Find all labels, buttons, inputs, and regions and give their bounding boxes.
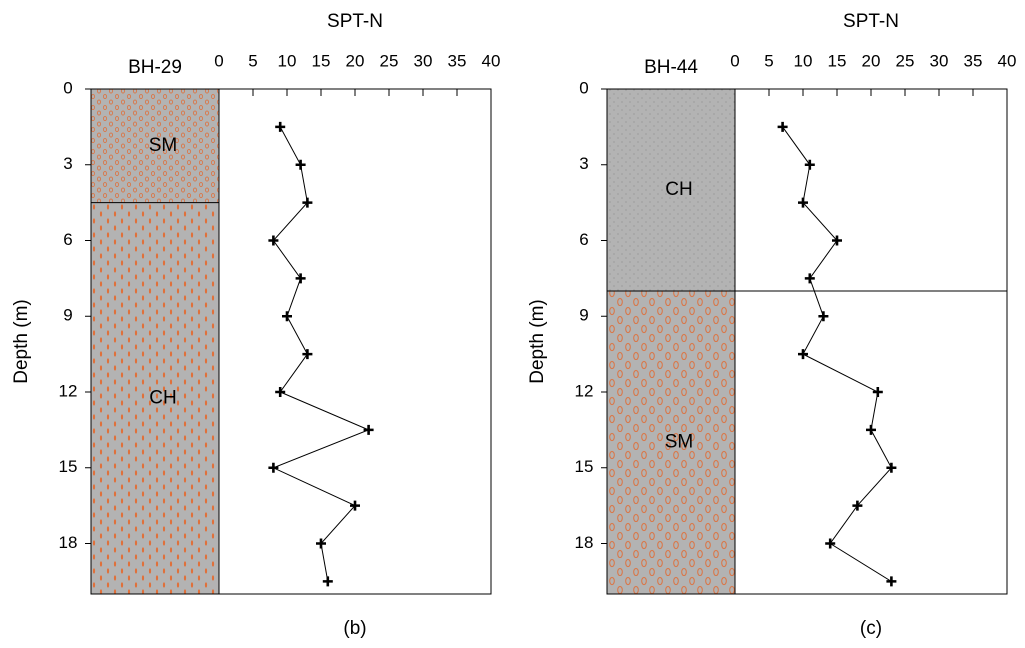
x-tick-label: 0 [214, 51, 223, 70]
x-tick-label: 35 [964, 51, 983, 70]
spt-marker [275, 121, 286, 132]
spt-marker [777, 121, 788, 132]
spt-marker [818, 311, 829, 322]
y-tick-label: 3 [579, 154, 588, 173]
layer-label: SM [149, 135, 178, 156]
x-tick-label: 20 [346, 51, 365, 70]
y-axis-title: Depth (m) [527, 299, 548, 383]
y-tick-label: 18 [575, 533, 594, 552]
x-tick-label: 20 [862, 51, 881, 70]
spt-marker [268, 462, 279, 473]
spt-marker [852, 500, 863, 511]
x-tick-label: 10 [278, 51, 297, 70]
spt-marker [804, 273, 815, 284]
spt-marker [282, 311, 292, 322]
spt-marker [295, 159, 306, 170]
y-tick-label: 15 [59, 457, 78, 476]
spt-marker [798, 349, 808, 360]
spt-marker [804, 159, 815, 170]
x-tick-label: 25 [896, 51, 915, 70]
y-tick-label: 3 [63, 154, 72, 173]
plot-frame [90, 88, 492, 595]
axis-title: SPT-N [843, 11, 899, 32]
borehole-name: BH-29 [128, 57, 182, 78]
y-tick-label: 15 [575, 457, 594, 476]
layer-label: CH [665, 179, 692, 200]
caption: (b) [343, 618, 366, 639]
x-tick-label: 40 [998, 51, 1017, 70]
spt-marker [350, 500, 360, 511]
soil-layer [607, 89, 735, 291]
x-tick-label: 15 [312, 51, 331, 70]
plot-frame [606, 88, 1008, 595]
spt-marker [825, 538, 836, 549]
x-tick-label: 30 [414, 51, 433, 70]
spt-marker [295, 273, 306, 284]
x-tick-label: 35 [448, 51, 467, 70]
x-tick-label: 10 [794, 51, 813, 70]
layer-label: CH [149, 387, 176, 408]
soil-layer [607, 291, 735, 594]
axis-title: SPT-N [327, 11, 383, 32]
y-tick-label: 6 [579, 230, 588, 249]
borehole-name: BH-44 [644, 57, 698, 78]
spt-marker [798, 197, 808, 208]
x-tick-label: 0 [730, 51, 739, 70]
y-tick-label: 0 [579, 78, 588, 97]
y-tick-label: 9 [579, 306, 588, 325]
y-tick-label: 6 [63, 230, 72, 249]
spt-marker [322, 576, 333, 587]
y-tick-label: 12 [575, 381, 594, 400]
spt-marker [363, 424, 374, 435]
caption: (c) [860, 618, 882, 639]
x-tick-label: 5 [764, 51, 773, 70]
x-tick-label: 40 [482, 51, 501, 70]
spt-marker [872, 387, 883, 397]
spt-marker [302, 349, 313, 360]
soil-layer [91, 202, 219, 594]
y-tick-label: 12 [59, 381, 78, 400]
spt-marker [316, 538, 326, 549]
spt-marker [886, 462, 897, 473]
y-tick-label: 9 [63, 306, 72, 325]
spt-marker [302, 197, 313, 208]
x-tick-label: 5 [248, 51, 257, 70]
spt-marker [886, 576, 897, 587]
soil-layer [91, 89, 219, 203]
y-axis-title: Depth (m) [11, 299, 32, 383]
spt-marker [275, 387, 286, 397]
x-tick-label: 25 [380, 51, 399, 70]
spt-line [272, 126, 370, 582]
x-tick-label: 15 [828, 51, 847, 70]
y-tick-label: 18 [59, 533, 78, 552]
spt-marker [268, 235, 279, 246]
y-tick-label: 0 [63, 78, 72, 97]
spt-marker [866, 424, 876, 435]
x-tick-label: 30 [930, 51, 949, 70]
layer-label: SM [665, 432, 694, 453]
spt-marker [832, 235, 842, 246]
